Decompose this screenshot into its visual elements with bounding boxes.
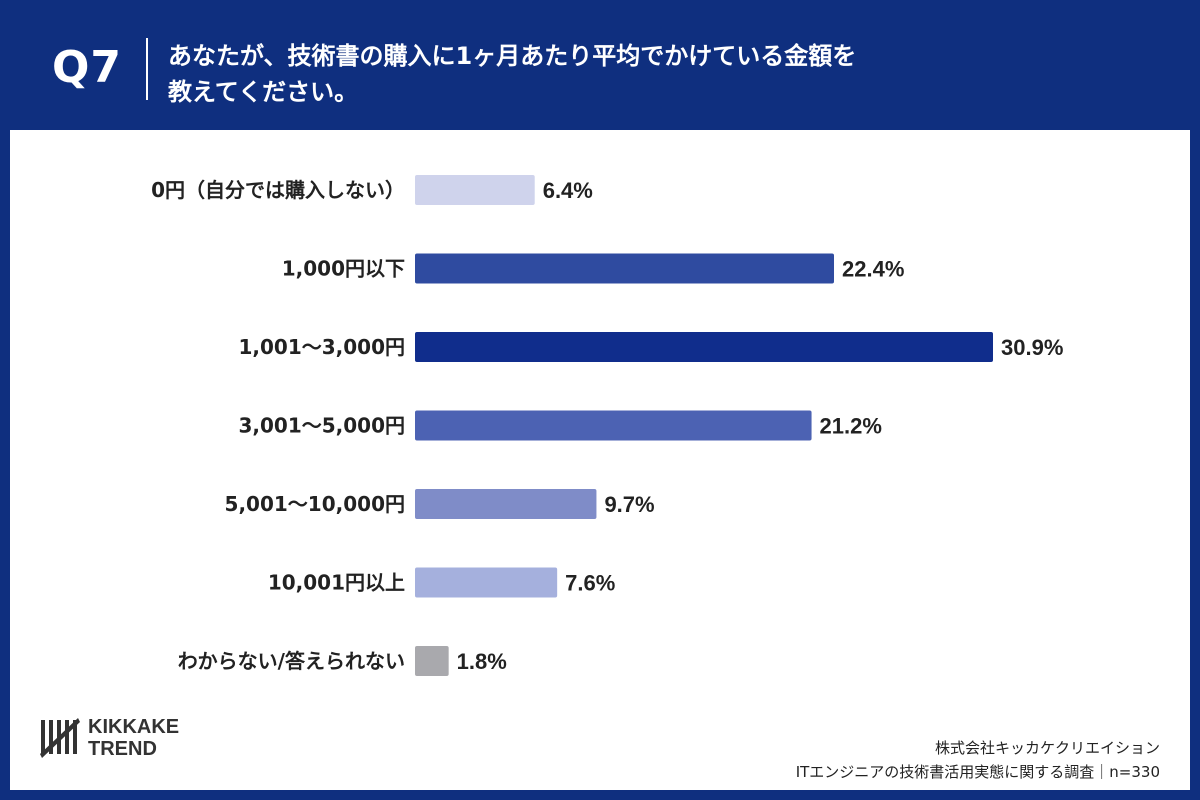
logo-line-1: KIKKAKE [88, 716, 180, 738]
logo-line-2: TREND [88, 738, 157, 760]
category-label: 5,001〜10,000円 [225, 492, 405, 516]
value-label: 1.8% [457, 649, 507, 674]
value-label: 7.6% [565, 571, 615, 596]
kikkake-trend-logo: KIKKAKE TREND [40, 712, 240, 762]
question-text: あなたが、技術書の購入に1ヶ月あたり平均でかけている金額を 教えてください。 [168, 38, 988, 110]
header-divider [146, 38, 148, 100]
chart-panel: 0円（自分では購入しない） 6.4% 1,000円以下 22.4% 1,001〜3,00… [10, 130, 1190, 790]
bar [415, 175, 535, 205]
question-line-2: 教えてください。 [168, 78, 359, 106]
category-label: 3,001〜5,000円 [238, 414, 405, 438]
logo-mark-icon [40, 718, 80, 758]
bar [415, 489, 597, 519]
category-label: 1,001〜3,000円 [238, 335, 405, 359]
value-label: 9.7% [604, 492, 654, 517]
question-number: Q7 [52, 42, 123, 93]
category-label: 0円（自分では購入しない） [151, 178, 405, 202]
value-label: 22.4% [842, 257, 904, 282]
bar [415, 332, 993, 362]
category-label: わからない/答えられない [178, 649, 405, 673]
value-label: 21.2% [820, 414, 882, 439]
category-label: 10,001円以上 [268, 571, 405, 595]
value-label: 30.9% [1001, 335, 1063, 360]
bar-chart: 0円（自分では購入しない） 6.4% 1,000円以下 22.4% 1,001〜3,00… [151, 175, 1063, 676]
bar [415, 253, 835, 284]
source-note: 株式会社キッカケクリエイション ITエンジニアの技術書活用実態に関する調査｜n=… [796, 736, 1160, 784]
bar [415, 567, 558, 598]
question-line-1: あなたが、技術書の購入に1ヶ月あたり平均でかけている金額を [168, 42, 857, 70]
category-label: 1,000円以下 [282, 257, 405, 281]
bar [415, 646, 449, 676]
value-label: 6.4% [543, 178, 593, 203]
source-company: 株式会社キッカケクリエイション [934, 739, 1160, 757]
header-band: Q7 あなたが、技術書の購入に1ヶ月あたり平均でかけている金額を 教えてください… [0, 0, 1200, 130]
bar [415, 410, 812, 441]
source-survey: ITエンジニアの技術書活用実態に関する調査｜n=330 [795, 763, 1160, 781]
